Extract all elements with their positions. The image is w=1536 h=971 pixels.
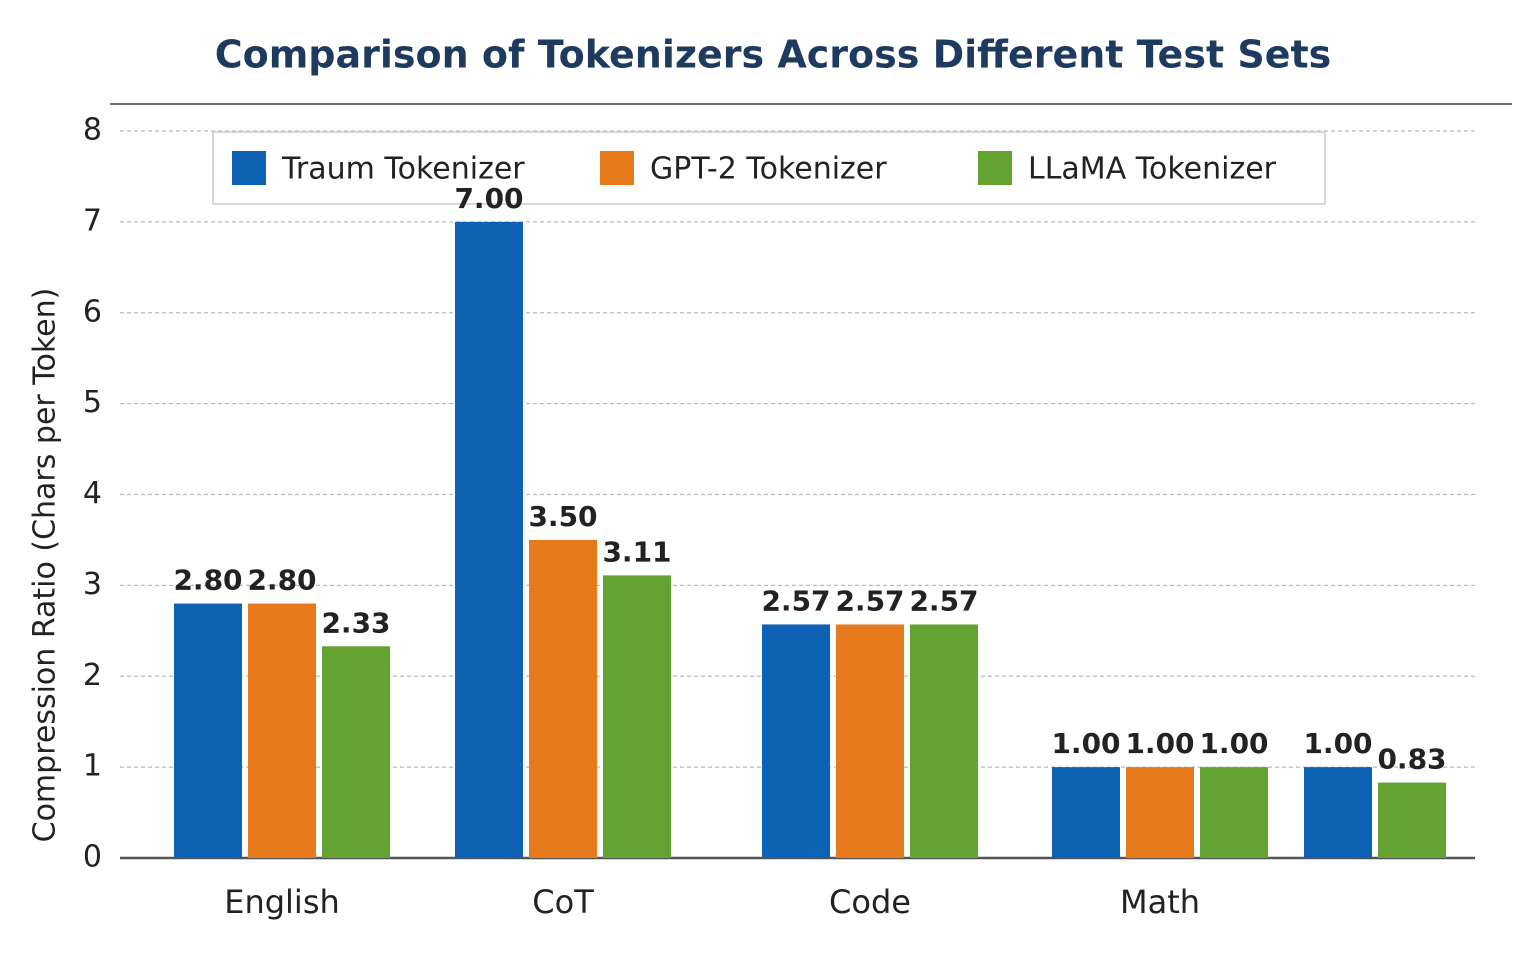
- bar: [174, 603, 242, 858]
- y-tick-label: 7: [83, 203, 102, 238]
- legend-swatch: [978, 151, 1012, 185]
- legend-swatch: [600, 151, 634, 185]
- value-label: 1.00: [1303, 727, 1372, 760]
- bar: [1378, 782, 1446, 858]
- legend-swatch: [232, 151, 266, 185]
- bar: [910, 624, 978, 858]
- bar: [1304, 767, 1372, 858]
- bar: [1200, 767, 1268, 858]
- value-label: 2.57: [761, 584, 830, 617]
- value-label: 1.00: [1199, 727, 1268, 760]
- y-tick-label: 6: [83, 294, 102, 329]
- y-tick-label: 0: [83, 840, 102, 875]
- bar: [1052, 767, 1120, 858]
- value-label: 1.00: [1125, 727, 1194, 760]
- value-label: 2.57: [835, 584, 904, 617]
- bar: [603, 575, 671, 858]
- x-tick-label: Code: [829, 883, 911, 921]
- legend-label: LLaMA Tokenizer: [1028, 152, 1277, 187]
- bar: [322, 646, 390, 858]
- chart-title: Comparison of Tokenizers Across Differen…: [215, 33, 1332, 77]
- bar: [836, 624, 904, 858]
- value-label: 2.80: [173, 564, 242, 597]
- bar: [1126, 767, 1194, 858]
- value-label: 7.00: [454, 182, 523, 215]
- value-label: 0.83: [1377, 743, 1446, 776]
- y-tick-label: 5: [83, 385, 102, 420]
- legend-label: GPT-2 Tokenizer: [650, 152, 887, 187]
- x-tick-label: English: [224, 883, 340, 921]
- bar: [455, 221, 523, 858]
- y-tick-label: 1: [83, 749, 102, 784]
- y-axis-label: Compression Ratio (Chars per Token): [28, 288, 63, 843]
- bar: [529, 539, 597, 858]
- value-label: 2.33: [321, 606, 390, 639]
- value-label: 3.11: [602, 535, 671, 568]
- value-label: 1.00: [1051, 727, 1120, 760]
- x-tick-label: Math: [1120, 883, 1200, 921]
- legend-label: Traum Tokenizer: [281, 152, 525, 187]
- value-label: 2.80: [247, 564, 316, 597]
- bar: [248, 603, 316, 858]
- y-tick-label: 2: [83, 658, 102, 693]
- legend-box: [212, 131, 1326, 205]
- y-tick-label: 8: [83, 113, 102, 148]
- bar: [762, 624, 830, 858]
- y-tick-label: 4: [83, 476, 102, 511]
- x-tick-label: CoT: [532, 883, 594, 921]
- y-tick-label: 3: [83, 567, 102, 602]
- value-label: 3.50: [528, 500, 597, 533]
- value-label: 2.57: [909, 584, 978, 617]
